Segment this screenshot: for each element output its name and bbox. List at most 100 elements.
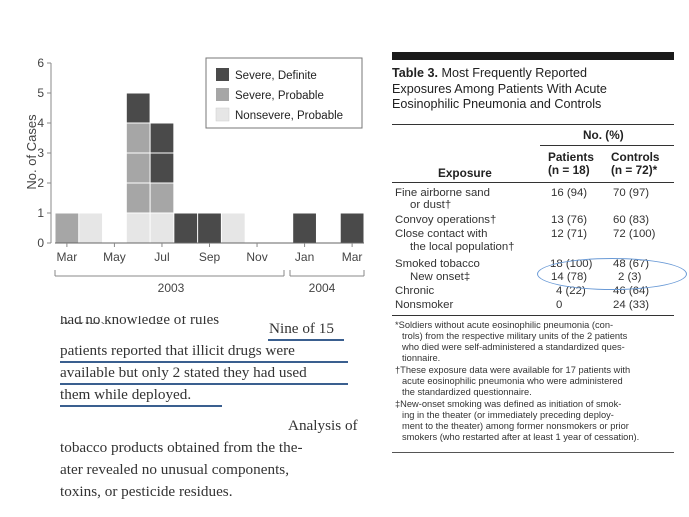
y-tick-label: 0 <box>37 236 44 250</box>
row-patients: 13 (76) <box>551 214 588 226</box>
row-patients: 12 (71) <box>551 228 588 240</box>
legend-box <box>205 57 363 129</box>
x-tick-label: Mar <box>342 250 363 264</box>
underline-3 <box>60 383 348 385</box>
year-axis: 2003 2004 <box>54 270 365 295</box>
y-axis-label: No. of Cases <box>24 114 39 190</box>
bar-segment-severe-probable <box>55 213 79 243</box>
excerpt-line-1: Nine of 15 <box>269 320 334 337</box>
axes-group: 0 1 2 3 4 5 6 Mar May Jul Sep Nov Jan Mar <box>37 56 364 264</box>
excerpt-line-2: patients reported that illicit drugs wer… <box>60 342 295 359</box>
x-tick-label: Sep <box>199 250 221 264</box>
table-rule-end <box>392 452 674 453</box>
footnote-line: the standardized questionnaire. <box>402 387 532 397</box>
y-tick-label: 2 <box>37 176 44 190</box>
row-controls: 60 (83) <box>613 214 650 226</box>
legend-swatch-severe-definite <box>216 68 229 81</box>
bar-segment-severe-definite <box>150 153 174 183</box>
table-title-line-3: Eosinophilic Pneumonia and Controls <box>392 97 602 111</box>
legend-label-nonsevere-probable: Nonsevere, Probable <box>235 110 343 122</box>
row-label: New onset‡ <box>410 271 471 283</box>
x-tick-label: May <box>103 250 126 264</box>
bar-segment-severe-definite <box>126 93 150 123</box>
y-tick-label: 4 <box>37 116 44 130</box>
underline-1 <box>268 339 344 341</box>
bar-segment-severe-probable <box>126 153 150 183</box>
chart-legend: Severe, Definite Severe, Probable Nonsev… <box>205 57 363 129</box>
legend-label-severe-probable: Severe, Probable <box>235 90 324 102</box>
row-controls: 24 (33) <box>613 299 650 311</box>
bar-segment-severe-probable <box>150 183 174 213</box>
legend-swatch-severe-probable <box>216 88 229 101</box>
x-tick-label: Nov <box>246 250 267 264</box>
row-label-cont: or dust† <box>410 199 452 211</box>
x-tick-label: Jul <box>154 250 169 264</box>
row-patients: 16 (94) <box>551 187 588 199</box>
table-top-rule <box>392 52 674 60</box>
bar-segment-severe-definite <box>340 213 364 243</box>
excerpt-line-7: ater revealed no unusual components, <box>60 461 289 478</box>
table-title: Table 3. Most Frequently Reported Exposu… <box>392 66 682 113</box>
bar-segment-severe-definite <box>198 213 221 243</box>
x-tick-label: Jan <box>295 250 314 264</box>
excerpt-line-4: them while deployed. <box>60 386 192 403</box>
smoking-rows-highlight-circle <box>537 258 687 290</box>
year-label-2003: 2003 <box>158 281 185 295</box>
bar-segment-severe-probable <box>126 123 150 153</box>
footnote-line: *Soldiers without acute eosinophilic pne… <box>395 320 614 330</box>
footnote-line: ment to the theater) among former nonsmo… <box>402 421 629 431</box>
col-header-exposure: Exposure <box>438 166 492 180</box>
excerpt-line-6: tobacco products obtained from the the- <box>60 439 303 456</box>
table-title-line-2: Exposures Among Patients With Acute <box>392 81 607 96</box>
table-rule-bottom <box>392 315 674 316</box>
group-header: No. (%) <box>583 128 624 142</box>
table-title-line-1: Table 3. Most Frequently Reported <box>392 66 682 82</box>
row-label: Fine airborne sand <box>395 187 490 199</box>
row-label: Chronic <box>395 285 435 297</box>
bar-segment-nonsevere-probable <box>150 213 174 243</box>
y-tick-label: 6 <box>37 56 44 70</box>
x-tick-label: Mar <box>57 250 78 264</box>
bar-segment-severe-probable <box>126 183 150 213</box>
row-patients: 0 <box>556 299 563 311</box>
bars-group <box>55 93 364 243</box>
col-header-patients-n: (n = 18) <box>548 163 590 177</box>
footnote-line: †These exposure data were available for … <box>395 365 631 375</box>
bar-segment-nonsevere-probable <box>79 213 103 243</box>
y-tick-label: 1 <box>37 206 44 220</box>
row-label: Nonsmoker <box>395 299 454 311</box>
year-label-2004: 2004 <box>309 281 336 295</box>
footnote-line: who died were self-administered a standa… <box>402 342 625 352</box>
row-label: Smoked tobacco <box>395 258 480 270</box>
y-tick-label: 5 <box>37 86 44 100</box>
row-controls: 72 (100) <box>613 228 656 240</box>
row-label: Convoy operations† <box>395 214 497 226</box>
bar-segment-severe-definite <box>174 213 198 243</box>
bar-segment-nonsevere-probable <box>126 213 150 243</box>
col-header-controls: Controls <box>611 150 660 164</box>
footnote-line: ‡New-onset smoking was defined as initia… <box>395 399 622 409</box>
underline-4 <box>60 405 222 407</box>
footnote-line: tionnaire. <box>402 353 441 363</box>
row-label-cont: the local population† <box>410 241 515 253</box>
table-label: Table 3. <box>392 66 438 80</box>
y-tick-label: 3 <box>37 146 44 160</box>
bar-segment-severe-definite <box>150 123 174 153</box>
footnote-line: acute eosinophilic pneumonia who were ad… <box>402 376 623 386</box>
footnote-line: ing in the theater (or immediately prece… <box>402 410 614 420</box>
excerpt-line-3: available but only 2 stated they had use… <box>60 364 307 381</box>
legend-label-severe-definite: Severe, Definite <box>235 70 317 82</box>
excerpt-line-8: toxins, or pesticide residues. <box>60 483 233 500</box>
row-controls: 70 (97) <box>613 187 650 199</box>
table-rule-header <box>392 182 674 183</box>
underline-2 <box>60 361 348 363</box>
bar-segment-severe-definite <box>293 213 316 243</box>
epidemic-curve-chart: 0 1 2 3 4 5 6 Mar May Jul Sep Nov Jan Mar No. of Case… <box>24 56 365 295</box>
table-title-text-1: Most Frequently Reported <box>437 66 588 80</box>
row-label: Close contact with <box>395 228 488 240</box>
col-header-controls-n: (n = 72)* <box>611 163 658 177</box>
footnote-line: smokers (who restarted after at least 1 … <box>402 432 640 442</box>
excerpt-line-5: Analysis of <box>288 417 358 434</box>
cut-off-text-line: had no knowledge of rules (WHO) <box>60 316 220 324</box>
group-header-rule <box>540 145 674 146</box>
